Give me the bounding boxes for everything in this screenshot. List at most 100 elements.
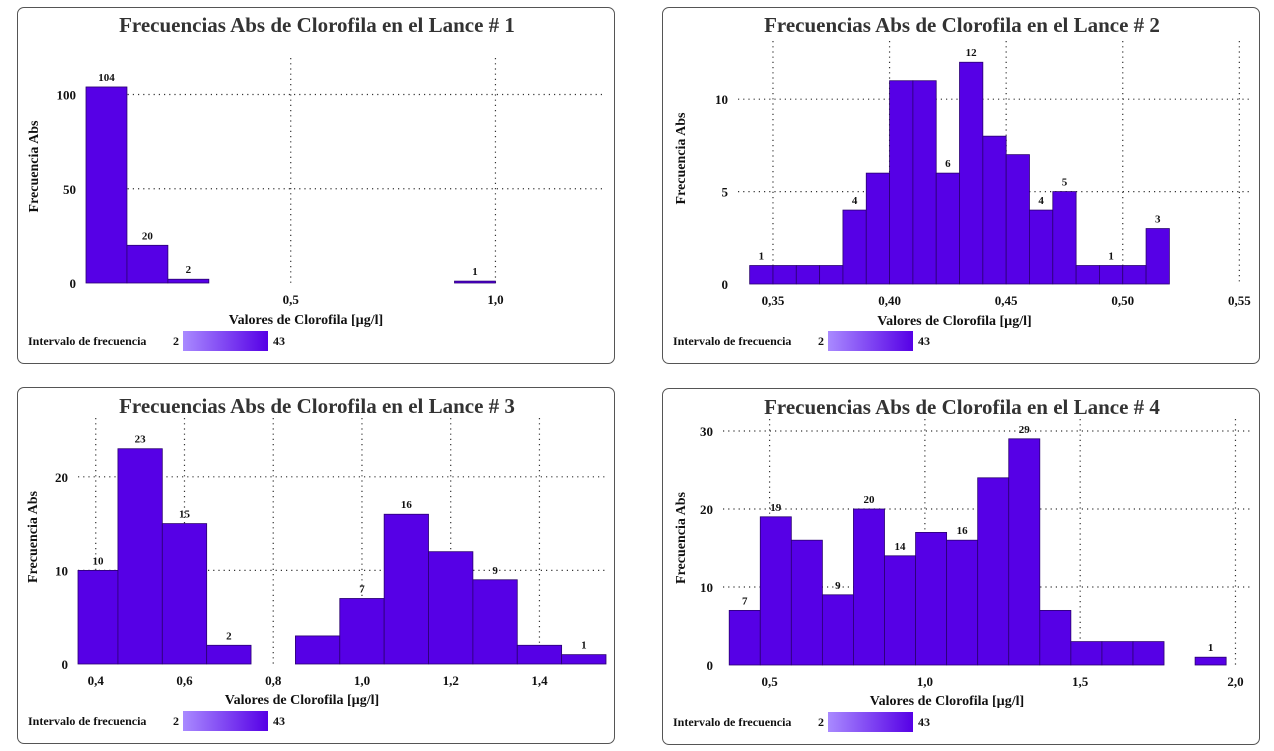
histogram-bar xyxy=(889,80,914,285)
x-tick-label: 0,55 xyxy=(1228,293,1251,308)
histogram-bar xyxy=(1005,154,1030,285)
histogram-chart: Frecuencias Abs de Clorofila en el Lance… xyxy=(673,395,1251,732)
bar-data-label: 2 xyxy=(226,630,232,642)
legend-min-value: 2 xyxy=(818,334,824,348)
bar-data-label: 10 xyxy=(92,555,104,567)
histogram-bar xyxy=(1145,228,1170,285)
legend-min-value: 2 xyxy=(818,715,824,729)
y-tick-label: 100 xyxy=(57,88,77,103)
y-tick-label: 10 xyxy=(715,92,728,107)
legend-color-ramp xyxy=(828,712,913,732)
legend-min-value: 2 xyxy=(173,714,179,728)
histogram-bar xyxy=(77,569,119,665)
histogram-bar xyxy=(1075,265,1100,285)
histogram-bar xyxy=(85,86,128,284)
histogram-bar xyxy=(1194,656,1227,666)
x-axis-label: Valores de Clorofila [µg/l] xyxy=(877,314,1031,329)
histogram-bar xyxy=(1132,641,1165,666)
y-tick-label: 30 xyxy=(700,424,713,439)
legend-label: Intervalo de frecuencia xyxy=(673,334,791,348)
bar-data-label: 1 xyxy=(1108,251,1114,263)
histogram-chart: Frecuencias Abs de Clorofila en el Lance… xyxy=(673,13,1251,351)
histogram-bar xyxy=(126,244,169,284)
bar-data-label: 1 xyxy=(581,640,587,652)
histogram-bar xyxy=(561,654,607,665)
histogram-bar xyxy=(1052,191,1077,285)
bar-data-label: 104 xyxy=(98,72,115,84)
x-axis-label: Valores de Clorofila [µg/l] xyxy=(870,694,1024,709)
x-tick-label: 0,5 xyxy=(761,674,778,689)
y-tick-label: 5 xyxy=(722,185,729,200)
legend-max-value: 43 xyxy=(273,714,285,728)
histogram-bar xyxy=(821,594,854,666)
y-tick-label: 0 xyxy=(62,657,69,672)
y-tick-label: 0 xyxy=(722,277,729,292)
histogram-bar xyxy=(853,508,885,666)
bar-data-label: 4 xyxy=(1038,195,1044,207)
chart-panel-lance-2: Frecuencias Abs de Clorofila en el Lance… xyxy=(662,7,1260,364)
bar-data-label: 7 xyxy=(742,595,748,607)
x-axis-label: Valores de Clorofila [µg/l] xyxy=(225,693,379,708)
x-tick-label: 1,0 xyxy=(354,673,370,688)
y-tick-label: 0 xyxy=(70,276,77,291)
y-tick-label: 10 xyxy=(700,580,713,595)
histogram-bar xyxy=(728,609,761,666)
bar-data-label: 9 xyxy=(492,565,498,577)
bar-data-label: 7 xyxy=(359,583,365,595)
histogram-bar xyxy=(1122,265,1147,285)
histogram-bar xyxy=(865,172,890,285)
histogram-bar xyxy=(759,516,792,666)
histogram-bar xyxy=(1029,209,1054,285)
histogram-bar xyxy=(946,539,979,666)
y-axis-label: Frecuencia Abs xyxy=(27,120,42,212)
bar-data-label: 14 xyxy=(895,541,907,553)
y-tick-label: 0 xyxy=(707,658,714,673)
bar-data-label: 16 xyxy=(957,525,969,537)
histogram-bar xyxy=(1070,641,1103,666)
x-axis-label: Valores de Clorofila [µg/l] xyxy=(229,313,383,328)
bar-data-label: 6 xyxy=(945,158,951,170)
bar-data-label: 1 xyxy=(1208,642,1214,654)
bar-data-label: 15 xyxy=(179,509,191,521)
histogram-bar xyxy=(1099,265,1124,285)
histogram-bar xyxy=(884,555,916,666)
chart-title: Frecuencias Abs de Clorofila en el Lance… xyxy=(119,13,515,37)
y-tick-label: 20 xyxy=(55,470,68,485)
legend-label: Intervalo de frecuencia xyxy=(28,334,146,348)
bar-data-label: 23 xyxy=(135,434,147,446)
histogram-bar xyxy=(1039,609,1072,666)
chart-panel-lance-4: Frecuencias Abs de Clorofila en el Lance… xyxy=(662,388,1260,745)
histogram-bar xyxy=(1008,438,1041,666)
histogram-chart: Frecuencias Abs de Clorofila en el Lance… xyxy=(26,394,607,731)
y-tick-label: 50 xyxy=(63,182,76,197)
x-tick-label: 1,4 xyxy=(531,673,548,688)
x-tick-label: 0,4 xyxy=(88,673,105,688)
histogram-bar xyxy=(117,448,163,665)
bar-data-label: 9 xyxy=(835,580,841,592)
bar-data-label: 3 xyxy=(1155,214,1161,226)
x-tick-label: 0,8 xyxy=(265,673,282,688)
chart-panel-lance-3: Frecuencias Abs de Clorofila en el Lance… xyxy=(17,387,615,744)
chart-title: Frecuencias Abs de Clorofila en el Lance… xyxy=(764,13,1160,37)
histogram-bar xyxy=(206,644,252,665)
x-tick-label: 1,2 xyxy=(443,673,459,688)
x-tick-label: 0,35 xyxy=(762,293,785,308)
y-tick-label: 20 xyxy=(700,502,713,517)
legend-min-value: 2 xyxy=(173,334,179,348)
chart-panel-lance-1: Frecuencias Abs de Clorofila en el Lance… xyxy=(17,7,615,364)
legend-color-ramp xyxy=(183,711,268,731)
legend-max-value: 43 xyxy=(918,715,930,729)
x-tick-label: 0,5 xyxy=(283,292,300,307)
histogram-bar xyxy=(161,523,208,665)
histogram-bar xyxy=(977,477,1010,666)
histogram-bar xyxy=(295,635,341,665)
chart-title: Frecuencias Abs de Clorofila en el Lance… xyxy=(119,394,515,418)
legend-max-value: 43 xyxy=(273,334,285,348)
x-tick-label: 0,45 xyxy=(995,293,1018,308)
histogram-bar xyxy=(772,265,797,285)
histogram-bar xyxy=(935,172,960,285)
histogram-bar xyxy=(516,644,563,665)
histogram-bar xyxy=(912,80,937,285)
legend-label: Intervalo de frecuencia xyxy=(28,714,146,728)
histogram-bar xyxy=(472,579,518,665)
